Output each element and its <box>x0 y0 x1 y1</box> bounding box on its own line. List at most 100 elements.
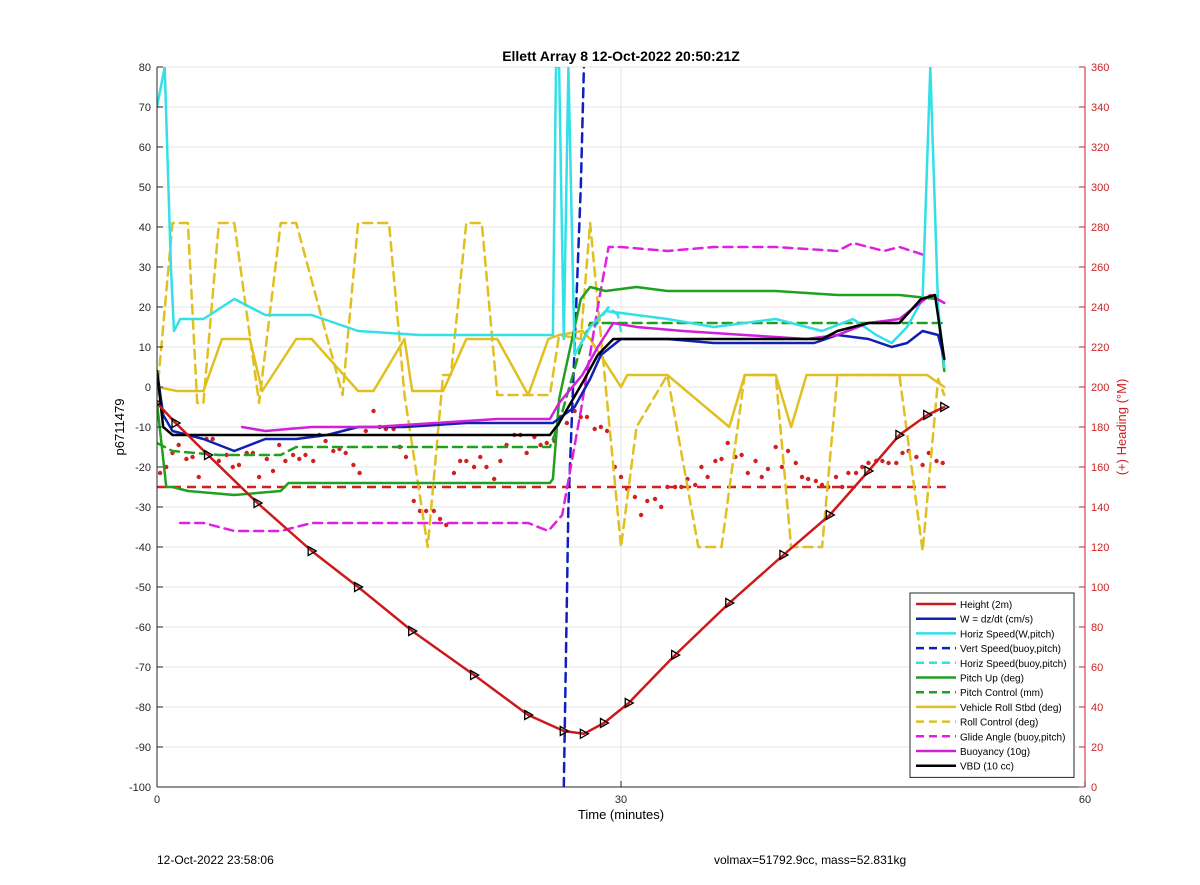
heading-point <box>638 512 644 518</box>
heading-point <box>672 484 678 490</box>
heading-point <box>491 476 497 482</box>
heading-point <box>926 450 931 456</box>
legend-entry: Horiz Speed(W,pitch) <box>960 629 1054 640</box>
legend-entry: Buoyancy (10g) <box>960 747 1030 758</box>
height-marker <box>599 717 610 729</box>
heading-point <box>785 448 791 454</box>
height-marker <box>670 649 681 661</box>
y2-tick-label: 240 <box>1091 302 1109 314</box>
heading-point <box>297 456 302 462</box>
heading-point <box>276 442 282 448</box>
heading-point <box>719 456 724 462</box>
heading-point <box>900 450 905 456</box>
heading-point <box>256 474 262 480</box>
heading-point <box>264 456 270 462</box>
height-marker <box>307 545 318 557</box>
series-line <box>157 293 946 437</box>
y-tick-label: -90 <box>135 742 151 754</box>
heading-point <box>853 470 859 476</box>
heading-point <box>270 468 276 474</box>
heading-point <box>846 470 851 476</box>
height-marker <box>408 625 419 637</box>
height-marker <box>779 549 790 561</box>
heading-point <box>357 470 362 476</box>
height-marker <box>940 401 951 413</box>
legend-entry: Horiz Speed(buoy,pitch) <box>960 659 1067 670</box>
heading-point <box>880 458 885 464</box>
heading-point <box>940 460 945 466</box>
heading-point <box>665 484 670 490</box>
y-tick-label: -50 <box>135 582 151 594</box>
heading-point <box>196 474 201 480</box>
heading-point <box>914 454 919 460</box>
legend-box <box>909 592 1075 778</box>
heading-point <box>478 454 483 460</box>
legend: Height (2m) W = dz/dt (cm/s) Horiz Speed(W… <box>909 592 1075 778</box>
heading-point <box>632 494 638 500</box>
series-line <box>157 329 946 429</box>
heading-point <box>176 442 181 448</box>
height-marker <box>524 709 535 721</box>
heading-point <box>604 428 610 434</box>
series-line <box>157 329 946 453</box>
heading-point <box>598 424 604 430</box>
x-axis-label: Time (minutes) <box>578 807 664 822</box>
heading-point <box>464 458 469 464</box>
y-tick-label: 80 <box>139 62 151 74</box>
heading-point <box>351 462 356 468</box>
footer-timestamp: 12-Oct-2022 23:58:06 <box>157 853 274 867</box>
y-axis-label: p6711479 <box>112 399 127 456</box>
height-marker <box>469 669 480 681</box>
legend-entry: Vert Speed(buoy,pitch) <box>960 644 1061 655</box>
heading-point <box>431 508 437 514</box>
y2-tick-label: 320 <box>1091 142 1109 154</box>
heading-point <box>934 458 939 464</box>
height-marker <box>923 409 934 421</box>
heading-point <box>236 462 242 468</box>
heading-point <box>471 464 477 470</box>
heading-point <box>693 482 698 488</box>
y2-tick-label: 300 <box>1091 182 1109 194</box>
heading-point <box>765 466 771 472</box>
y-tick-label: 50 <box>139 182 151 194</box>
legend-entry: Pitch Up (deg) <box>960 674 1024 685</box>
heading-point <box>813 478 819 484</box>
heading-point <box>498 458 503 464</box>
legend-entry: Vehicle Roll Stbd (deg) <box>960 703 1062 714</box>
y2-tick-label: 140 <box>1091 502 1109 514</box>
heading-point <box>403 454 409 460</box>
height-marker <box>203 449 214 461</box>
heading-point <box>303 452 308 458</box>
y-tick-label: -30 <box>135 502 151 514</box>
heading-point <box>819 482 825 488</box>
x-tick-label: 30 <box>615 794 627 806</box>
y2-tick-label: 60 <box>1091 662 1103 674</box>
heading-point <box>645 498 650 504</box>
y2-tick-label: 280 <box>1091 222 1109 234</box>
series-line <box>157 67 946 369</box>
heading-point <box>833 474 839 480</box>
heading-point <box>323 438 328 444</box>
y2-tick-label: 40 <box>1091 702 1103 714</box>
heading-point <box>759 474 764 480</box>
heading-point <box>216 458 222 464</box>
height-marker <box>624 697 635 709</box>
height-marker <box>253 497 264 509</box>
y2-tick-label: 80 <box>1091 622 1103 634</box>
y-tick-label: 70 <box>139 102 151 114</box>
plot-layer <box>157 67 951 787</box>
heading-point <box>451 470 457 476</box>
height-marker <box>895 429 906 441</box>
height-marker <box>171 417 182 429</box>
heading-point <box>799 474 805 480</box>
heading-point <box>793 460 798 466</box>
right-axis-label: (+) Heading (°M) <box>1114 379 1129 476</box>
heading-point <box>311 458 316 464</box>
heading-point <box>457 458 463 464</box>
y-tick-label: -60 <box>135 622 151 634</box>
heading-point <box>805 476 811 482</box>
series-line <box>178 241 926 533</box>
heading-point <box>745 470 751 476</box>
heading-point <box>860 464 865 470</box>
